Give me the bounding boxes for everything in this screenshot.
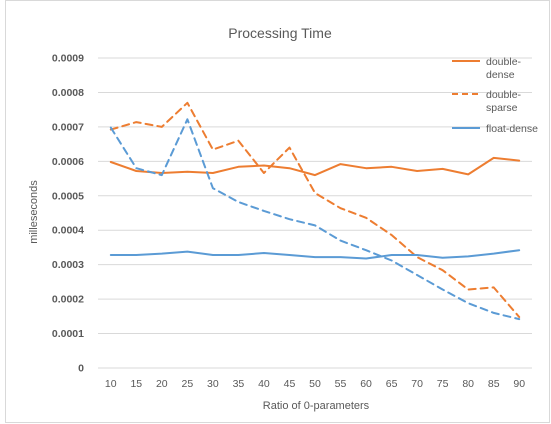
x-tick-label: 10 bbox=[105, 378, 117, 390]
x-tick-label: 35 bbox=[233, 378, 245, 390]
y-tick-label: 0.0008 bbox=[52, 87, 84, 99]
gridlines bbox=[98, 57, 532, 369]
y-tick-label: 0.0009 bbox=[52, 53, 84, 65]
x-tick-label: 90 bbox=[513, 378, 525, 390]
legend-label: double- bbox=[486, 56, 522, 68]
legend-label: dense bbox=[486, 69, 515, 81]
x-tick-label: 25 bbox=[182, 378, 194, 390]
x-tick-label: 65 bbox=[386, 378, 398, 390]
y-tick-label: 0.0007 bbox=[52, 121, 84, 133]
x-axis-ticks: 10 15 20 25 30 35 40 45 50 55 60 65 70 75 80 85 90 bbox=[105, 378, 525, 390]
series-line bbox=[109, 118, 521, 321]
y-axis-title: milleseconds bbox=[28, 180, 40, 244]
y-tick-label: 0 bbox=[78, 363, 84, 375]
x-tick-label: 50 bbox=[309, 378, 321, 390]
y-tick-label: 0.0001 bbox=[52, 328, 84, 340]
y-tick-label: 0.0004 bbox=[52, 225, 84, 237]
x-tick-label: 85 bbox=[488, 378, 500, 390]
x-axis-title: Ratio of 0-parameters bbox=[263, 400, 370, 412]
y-tick-label: 0.0006 bbox=[52, 156, 84, 168]
series-line bbox=[109, 249, 521, 260]
series-line bbox=[109, 156, 521, 177]
y-tick-label: 0.0002 bbox=[52, 294, 84, 306]
x-tick-label: 15 bbox=[130, 378, 142, 390]
x-tick-label: 45 bbox=[284, 378, 296, 390]
y-axis-ticks: 0 0.0001 0.0002 0.0003 0.0004 0.0005 0.0006 0.0… bbox=[52, 53, 84, 375]
x-tick-label: 70 bbox=[411, 378, 423, 390]
x-tick-label: 75 bbox=[437, 378, 449, 390]
legend-label: sparse bbox=[486, 102, 518, 114]
x-tick-label: 40 bbox=[258, 378, 270, 390]
x-tick-label: 60 bbox=[360, 378, 372, 390]
x-tick-label: 20 bbox=[156, 378, 168, 390]
x-tick-label: 30 bbox=[207, 378, 219, 390]
y-tick-label: 0.0005 bbox=[52, 190, 84, 202]
legend-label: float-dense bbox=[486, 123, 538, 135]
x-tick-label: 80 bbox=[462, 378, 474, 390]
series-line bbox=[109, 101, 521, 318]
legend-label: double- bbox=[486, 89, 522, 101]
chart-title: Processing Time bbox=[228, 25, 332, 41]
y-tick-label: 0.0003 bbox=[52, 259, 84, 271]
x-tick-label: 55 bbox=[335, 378, 347, 390]
series-lines bbox=[109, 101, 521, 321]
